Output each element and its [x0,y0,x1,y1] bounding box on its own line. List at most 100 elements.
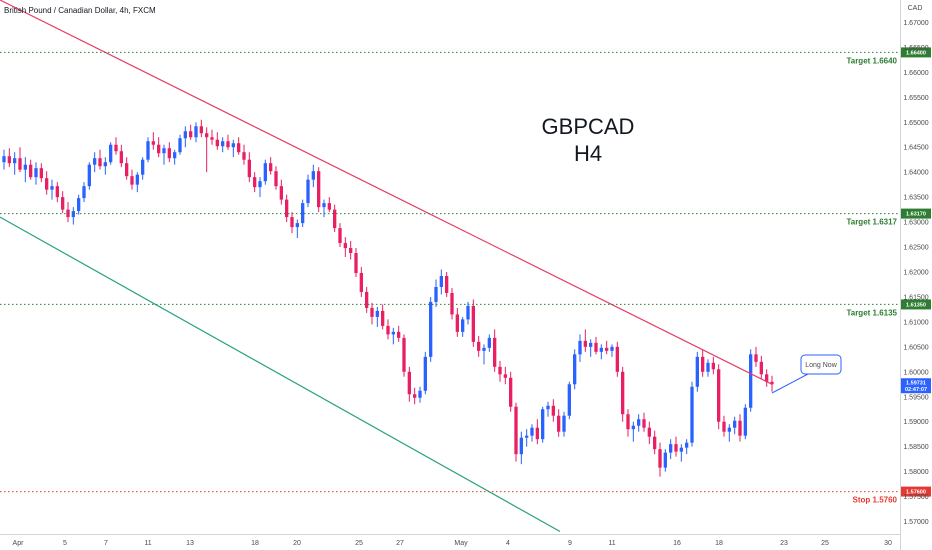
candle-body [317,171,321,208]
candle-body [13,158,17,164]
candle-body [114,144,118,152]
time-tick-label: 16 [673,540,681,547]
candle-body [439,275,443,287]
time-tick-label: May [454,540,468,547]
candle-body [423,356,427,391]
price-tick-label: 1.57000 [903,519,928,526]
candle-body [551,405,555,416]
candle-body [167,148,171,159]
candle-body [487,337,491,348]
level-price-tag [901,299,931,310]
candle-body [759,361,763,375]
candle-body [503,374,507,378]
candle-body [210,137,214,140]
candle-body [146,141,150,160]
resistance-trendline[interactable] [0,0,773,385]
current-price-value: 1.59731 [906,381,926,387]
time-tick-label: 13 [186,540,194,547]
candle-body [434,286,438,302]
candle-body [429,301,433,357]
time-tick-label: 23 [780,540,788,547]
candle-body [658,449,662,468]
candle-body [599,347,603,352]
candle-body [402,337,406,372]
candle-body [370,307,374,317]
price-tick-label: 1.66000 [903,70,928,77]
candle-body [183,131,187,139]
price-axis[interactable]: 1.67000 1.66500 1.66000 1.65500 1.65000 1.645… [903,20,928,526]
candle-body [279,186,283,200]
candle-body [413,394,417,398]
candle-body [626,414,630,430]
candle-body [647,427,651,437]
candle-body [663,452,667,468]
candle-body [594,342,598,352]
level-price-tag-text: 1.66400 [906,50,926,56]
candle-body [199,126,203,134]
candle-body [482,347,486,351]
level-price-tag [901,47,931,58]
candle-body [162,148,166,154]
candle-body [535,427,539,440]
candle-body [349,248,353,254]
candle-body [141,159,145,175]
target-label: Target 1.6135 [846,308,897,317]
candle-body [541,409,545,440]
candle-body [690,386,694,443]
candle-body [93,158,97,165]
symbol-title: British Pound / Canadian Dollar, 4h, FXC… [4,6,156,15]
candle-body [679,447,683,452]
price-tick-label: 1.61500 [903,294,928,301]
candle-body [285,199,289,218]
candle-body [685,442,689,448]
candle-body [365,291,369,308]
time-tick-label: 27 [396,540,404,547]
candle-body [61,197,65,210]
time-tick-label: 30 [884,540,892,547]
callout-box [800,354,842,375]
level-price-tag [901,208,931,219]
candle-body [455,314,459,332]
price-tick-label: 1.59500 [903,394,928,401]
candle-body [130,176,134,185]
candle-body [87,164,91,187]
candle-body [98,158,102,167]
candle-body [103,162,107,167]
candle-body [701,356,705,372]
candle-body [519,437,523,455]
time-axis[interactable]: Apr 5 7 11 13 18 20 25 27 May 4 9 11 16 18 23 25 30 [13,540,892,547]
price-tick-label: 1.65000 [903,120,928,127]
candle-body [34,168,38,178]
candle-body [274,171,278,187]
candle-body [269,163,273,172]
candle-body [674,444,678,452]
candle-body [397,331,401,338]
channel-support-trendline[interactable] [0,216,561,533]
currency-label: CAD [908,5,923,12]
level-price-tag-text: 1.61350 [906,302,926,308]
candle-body [311,171,315,180]
long-now-callout[interactable]: Long Now [771,354,842,394]
callout-pointer [771,373,809,394]
candle-body [263,163,267,182]
candle-body [493,337,497,367]
time-tick-label: 11 [608,540,615,547]
level-price-tag-text: 1.57600 [906,490,926,496]
candle-body [295,223,299,228]
candle-body [583,340,587,347]
time-tick-label: 5 [63,540,67,547]
price-tick-label: 1.64500 [903,145,928,152]
candle-body [578,340,582,355]
price-tick-label: 1.60000 [903,369,928,376]
current-price-tag [901,378,931,394]
candle-body [418,390,422,398]
candle-body [557,415,561,432]
candle-body [770,381,774,385]
candle-body [631,425,635,430]
candle-body [466,305,470,320]
candle-body [258,181,262,188]
candle-body [55,186,59,198]
